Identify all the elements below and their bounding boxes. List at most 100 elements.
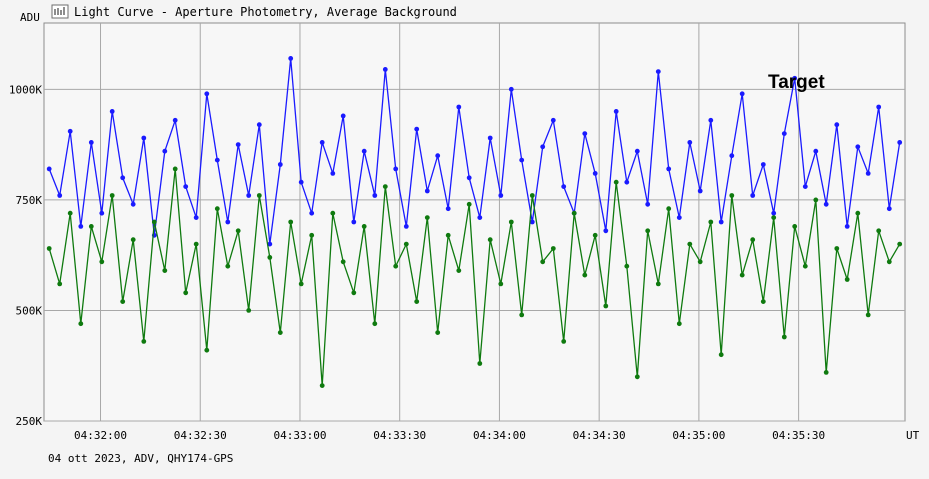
series-1-point-0 <box>46 246 52 251</box>
series-1-point-45 <box>519 312 525 318</box>
series-0-point-55 <box>624 179 630 185</box>
series-0 <box>46 56 903 247</box>
series-1-point-49 <box>561 339 567 344</box>
series-0-point-24 <box>298 179 304 185</box>
series-0-point-64 <box>718 219 724 225</box>
series-1-point-13 <box>183 290 189 296</box>
series-0-point-32 <box>382 67 388 72</box>
series-1-point-9 <box>141 339 147 344</box>
series-0-point-49 <box>561 184 567 190</box>
series-1-point-32 <box>382 184 388 190</box>
series-1-point-29 <box>351 290 357 296</box>
series-1-point-4 <box>88 224 94 229</box>
series-1-point-34 <box>403 241 409 247</box>
series-1-point-51 <box>582 272 588 278</box>
x-tick-label-1: 04:32:30 <box>174 429 227 442</box>
series-0-point-35 <box>414 126 420 132</box>
window-title: Light Curve - Aperture Photometry, Avera… <box>74 5 457 19</box>
series-1-point-65 <box>729 193 735 198</box>
series-0-point-79 <box>876 104 882 110</box>
series-1-point-23 <box>288 219 294 225</box>
series-0-point-71 <box>792 75 798 81</box>
series-1-point-21 <box>267 255 273 260</box>
series-1-point-56 <box>634 374 640 380</box>
series-1-point-61 <box>687 241 693 247</box>
series-0-point-59 <box>666 166 672 172</box>
series-0-point-27 <box>330 171 336 176</box>
series-1-point-81 <box>897 241 903 247</box>
series-1-point-53 <box>603 303 609 309</box>
series-0-point-37 <box>435 153 441 159</box>
series-0-point-76 <box>844 224 850 229</box>
y-axis-label: ADU <box>20 11 40 24</box>
series-1-point-14 <box>193 241 199 247</box>
y-tick-label-0: 250K <box>16 415 43 428</box>
series-0-point-13 <box>183 184 189 190</box>
y-tick-label-1: 500K <box>16 304 43 317</box>
series-0-point-6 <box>109 109 115 114</box>
series-1-point-16 <box>214 206 220 212</box>
series-1-point-60 <box>676 321 682 327</box>
x-axis-label: UT <box>906 429 920 442</box>
series-1-point-40 <box>466 201 472 207</box>
series-1-point-30 <box>361 224 367 229</box>
series-1-point-27 <box>330 210 336 216</box>
series-1-point-39 <box>456 268 462 273</box>
series-0-point-65 <box>729 153 735 159</box>
series-0-point-14 <box>193 215 199 221</box>
x-axis: 04:32:00 04:32:30 04:33:00 04:33:30 04:34:00… <box>74 429 825 442</box>
series-1-point-55 <box>624 263 630 269</box>
series-1-point-2 <box>67 210 73 216</box>
series-0-point-51 <box>582 131 588 137</box>
series-1-point-20 <box>256 193 262 198</box>
series-1-point-36 <box>424 215 430 221</box>
series-1-point-67 <box>750 237 756 243</box>
series-0-point-30 <box>361 148 367 154</box>
series-1-point-76 <box>844 277 850 282</box>
series-0-point-19 <box>246 193 252 198</box>
series-0-point-72 <box>802 184 808 190</box>
series-0-point-78 <box>865 171 871 176</box>
series-0-point-42 <box>487 135 493 141</box>
y-tick-label-2: 750K <box>16 194 43 207</box>
series-1-point-77 <box>855 210 861 216</box>
series-0-point-43 <box>498 193 504 198</box>
series-0-point-11 <box>162 148 168 154</box>
series-0-point-20 <box>256 122 262 128</box>
series-0-point-29 <box>351 219 357 225</box>
x-tick-label-3: 04:33:30 <box>373 429 426 442</box>
series-1-point-8 <box>130 237 136 243</box>
series-0-point-25 <box>309 210 315 216</box>
series-0-point-16 <box>214 157 220 163</box>
series-0-point-12 <box>172 117 178 123</box>
series-1-point-58 <box>655 281 661 287</box>
series-1-point-1 <box>57 281 63 287</box>
series-0-point-2 <box>67 128 73 134</box>
series-1-point-12 <box>172 166 178 172</box>
footer-caption: 04 ott 2023, ADV, QHY174-GPS <box>48 452 233 465</box>
x-tick-label-5: 04:34:30 <box>573 429 626 442</box>
series-1-point-62 <box>697 259 703 265</box>
series-1-point-42 <box>487 237 493 243</box>
y-tick-label-3: 1000K <box>9 83 42 96</box>
series-0-point-8 <box>130 201 136 207</box>
series-1-point-24 <box>298 281 304 287</box>
series-0-point-36 <box>424 188 430 194</box>
series-1-line <box>48 168 901 387</box>
series-0-point-0 <box>46 166 52 172</box>
x-tick-label-6: 04:35:00 <box>672 429 725 442</box>
series-1-point-73 <box>813 197 819 203</box>
series-1-point-70 <box>781 334 787 340</box>
series-0-point-75 <box>834 122 840 128</box>
series-0-point-47 <box>540 144 546 150</box>
series-1-point-59 <box>666 206 672 212</box>
series-layer <box>46 56 903 388</box>
target-annotation: Target <box>768 72 825 93</box>
series-1-point-54 <box>613 179 619 185</box>
series-0-point-31 <box>372 193 378 198</box>
series-1-point-7 <box>120 299 126 304</box>
series-1-point-57 <box>645 228 651 234</box>
series-1-point-35 <box>414 299 420 304</box>
series-0-point-28 <box>340 113 346 119</box>
series-1-point-28 <box>340 259 346 265</box>
